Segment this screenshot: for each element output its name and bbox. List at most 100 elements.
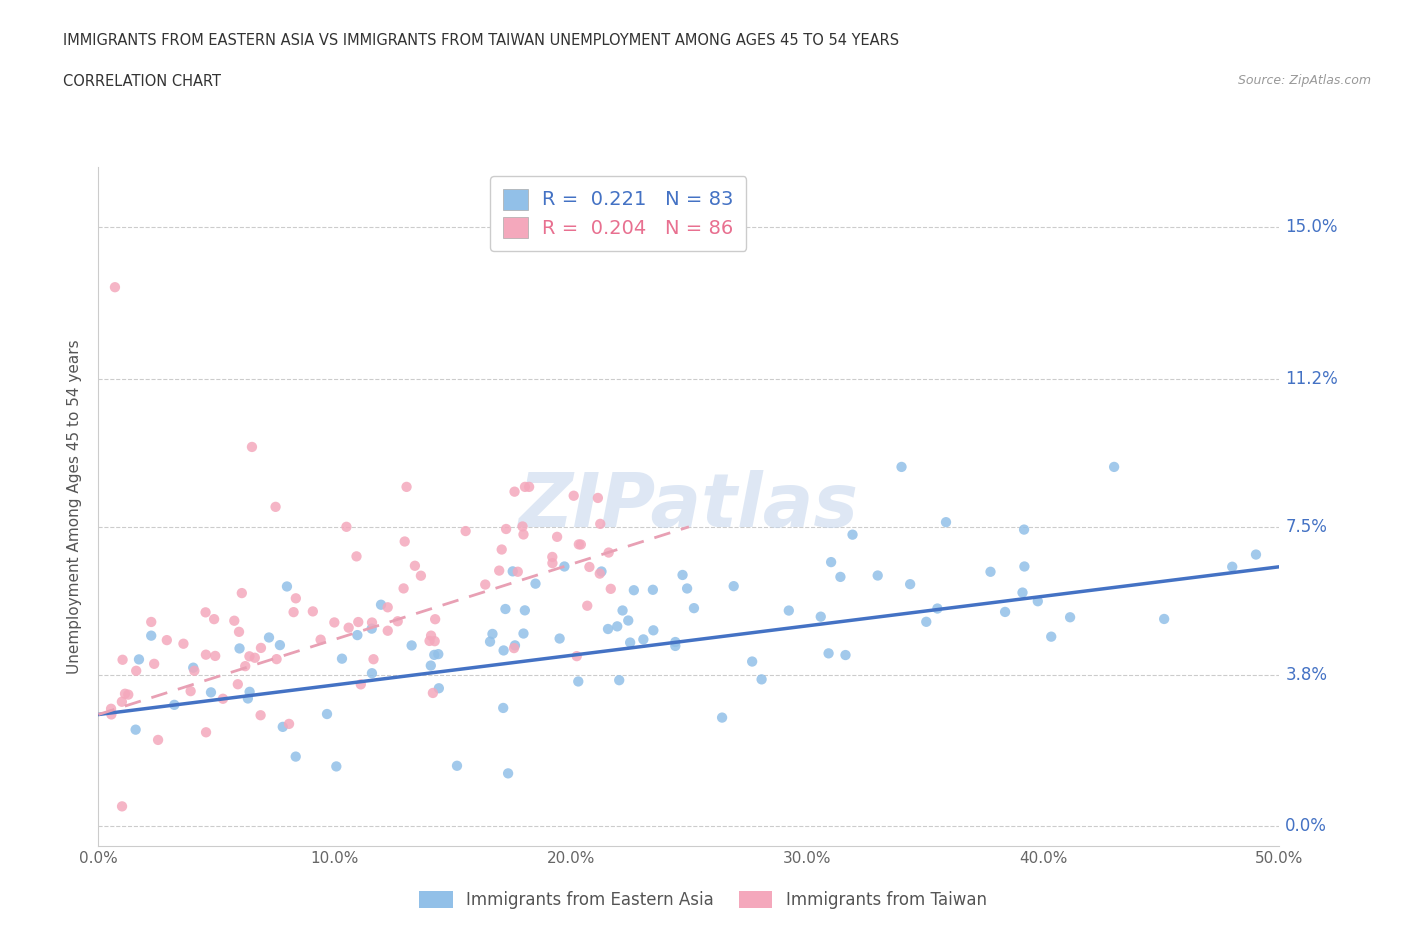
Point [664, 634, 686, 649]
Point [741, 654, 763, 669]
Point [194, 604, 217, 619]
Point [596, 621, 619, 636]
Point [212, 691, 235, 706]
Text: 7.5%: 7.5% [1285, 518, 1327, 536]
Point [360, 621, 382, 636]
Point [586, 490, 609, 505]
Point [676, 581, 699, 596]
Point [927, 601, 949, 616]
Point [125, 663, 148, 678]
Text: 0.0%: 0.0% [1285, 817, 1327, 835]
Point [278, 716, 301, 731]
Point [578, 560, 600, 575]
Point [377, 623, 399, 638]
Legend: R =  0.221   N = 83, R =  0.204   N = 86: R = 0.221 N = 83, R = 0.204 N = 86 [489, 177, 747, 251]
Point [576, 598, 599, 613]
Point [387, 614, 409, 629]
Point [778, 604, 800, 618]
Text: 3.8%: 3.8% [1285, 666, 1327, 684]
Point [607, 672, 630, 687]
Point [898, 577, 921, 591]
Point [517, 480, 540, 495]
Point [404, 558, 426, 573]
Point [202, 612, 225, 627]
Point [239, 684, 262, 699]
Point [236, 691, 259, 706]
Point [994, 604, 1017, 619]
Point [419, 633, 441, 648]
Point [316, 707, 339, 722]
Point [479, 634, 502, 649]
Point [915, 615, 938, 630]
Point [323, 615, 346, 630]
Point [492, 643, 515, 658]
Point [363, 652, 385, 667]
Point [427, 646, 450, 661]
Point [591, 565, 613, 579]
Point [226, 677, 249, 692]
Point [195, 724, 218, 739]
Point [820, 554, 842, 569]
Point [104, 280, 127, 295]
Point [1220, 559, 1243, 574]
Point [172, 636, 194, 651]
Point [751, 672, 773, 687]
Point [423, 647, 446, 662]
Point [427, 681, 450, 696]
Point [231, 586, 253, 601]
Point [567, 674, 589, 689]
Point [1153, 612, 1175, 627]
Point [589, 516, 612, 531]
Point [346, 549, 368, 564]
Point [541, 550, 564, 565]
Point [598, 545, 620, 560]
Point [146, 733, 169, 748]
Point [569, 537, 592, 551]
Point [335, 519, 357, 534]
Point [1059, 610, 1081, 625]
Point [1012, 522, 1035, 537]
Point [423, 612, 446, 627]
Point [128, 652, 150, 667]
Point [409, 568, 432, 583]
Point [1026, 593, 1049, 608]
Point [617, 613, 640, 628]
Point [284, 591, 307, 605]
Point [301, 604, 323, 618]
Point [346, 628, 368, 643]
Point [503, 638, 526, 653]
Point [524, 577, 547, 591]
Point [183, 663, 205, 678]
Point [890, 459, 912, 474]
Point [565, 649, 588, 664]
Point [394, 534, 416, 549]
Text: IMMIGRANTS FROM EASTERN ASIA VS IMMIGRANTS FROM TAIWAN UNEMPLOYMENT AMONG AGES 4: IMMIGRANTS FROM EASTERN ASIA VS IMMIGRAN… [63, 33, 900, 47]
Point [548, 631, 571, 646]
Point [276, 579, 298, 594]
Point [512, 527, 534, 542]
Point [156, 632, 179, 647]
Point [124, 723, 146, 737]
Point [111, 695, 134, 710]
Point [330, 651, 353, 666]
Point [935, 514, 957, 529]
Point [200, 684, 222, 699]
Point [1102, 459, 1125, 474]
Point [619, 635, 641, 650]
Point [488, 564, 510, 578]
Point [204, 648, 226, 663]
Point [495, 522, 517, 537]
Point [228, 624, 250, 639]
Point [111, 652, 134, 667]
Point [257, 630, 280, 644]
Point [502, 564, 524, 578]
Point [181, 660, 204, 675]
Point [553, 559, 575, 574]
Point [422, 685, 444, 700]
Point [361, 666, 384, 681]
Point [224, 613, 246, 628]
Point [810, 609, 832, 624]
Point [512, 519, 534, 534]
Point [350, 677, 373, 692]
Point [111, 799, 134, 814]
